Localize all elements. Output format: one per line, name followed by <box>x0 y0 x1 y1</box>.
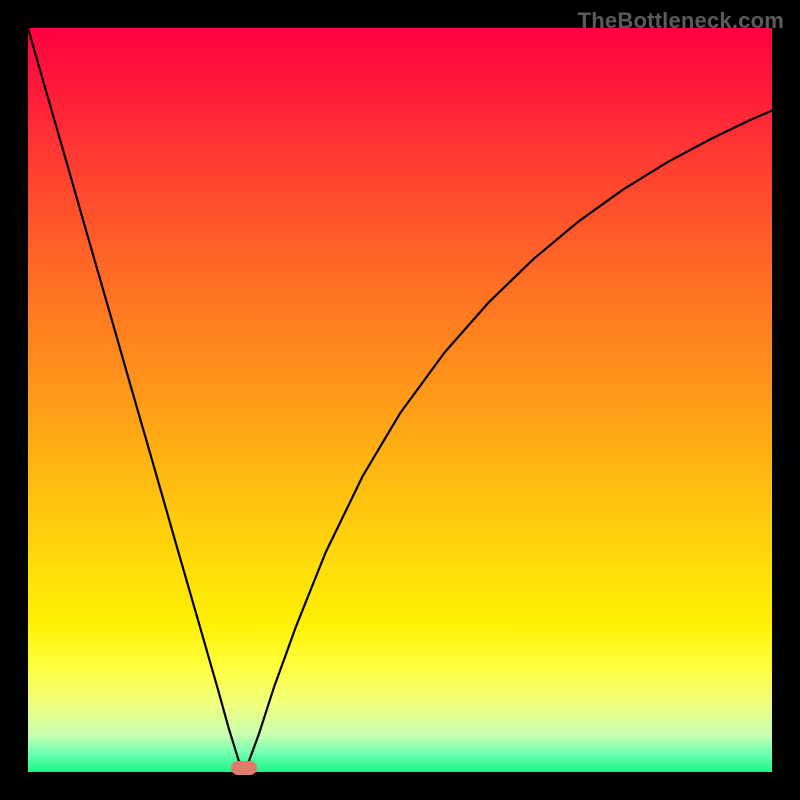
figure-frame: TheBottleneck.com <box>0 0 800 800</box>
bottleneck-curve <box>28 28 772 769</box>
minimum-marker <box>231 761 257 775</box>
plot-area <box>28 28 772 772</box>
watermark-text: TheBottleneck.com <box>578 8 784 34</box>
curve-layer <box>28 28 772 772</box>
